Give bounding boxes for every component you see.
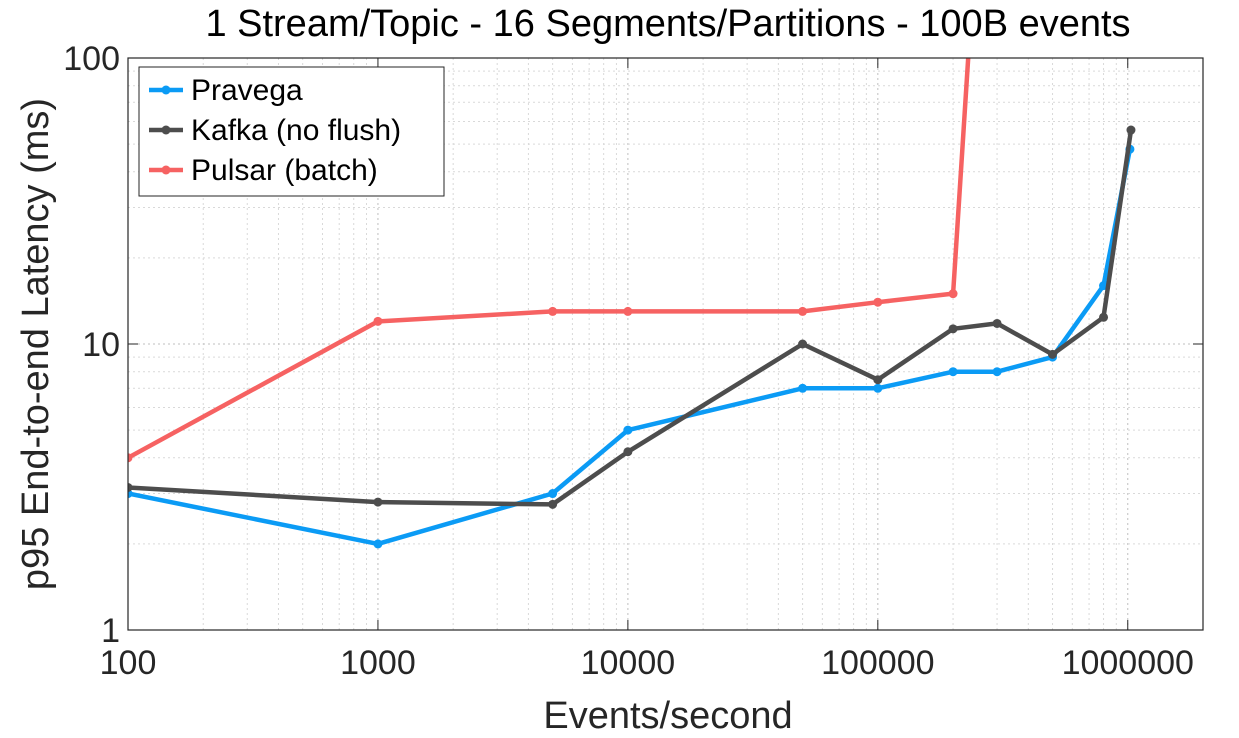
x-tick-label: 1000000 (1062, 644, 1194, 682)
legend-marker (161, 85, 171, 95)
x-axis-label: Events/second (543, 695, 792, 737)
axis-ticks: 100 1000 10000 100000 1000000 1 10 100 (63, 40, 1203, 682)
y-tick-label: 10 (82, 326, 120, 364)
data-point (873, 375, 883, 385)
legend-box (138, 66, 445, 197)
legend: Pravega Kafka (no flush) Pulsar (batch) (138, 66, 445, 197)
data-point (873, 383, 883, 393)
data-point (548, 306, 558, 316)
data-point (798, 383, 808, 393)
data-point (128, 453, 133, 463)
series-pulsar-batch (128, 58, 971, 463)
x-tick-label: 1000 (340, 644, 416, 682)
y-tick-label: 100 (63, 40, 120, 78)
data-point (128, 482, 133, 492)
legend-marker (161, 165, 171, 175)
legend-item: Kafka (no flush) (149, 114, 401, 147)
data-point (373, 497, 383, 507)
legend-item: Pulsar (batch) (149, 154, 378, 187)
y-axis-label: p95 End-to-end Latency (ms) (15, 98, 57, 590)
data-point (623, 447, 633, 457)
data-point (948, 367, 958, 377)
data-point (1099, 312, 1109, 322)
x-tick-label: 100 (100, 644, 157, 682)
legend-label: Pravega (191, 74, 303, 107)
data-point (873, 297, 883, 307)
series-line (128, 58, 971, 461)
series-layer (128, 58, 1136, 549)
legend-item: Pravega (149, 74, 303, 107)
data-point (798, 306, 808, 316)
data-point (948, 289, 958, 299)
legend-marker (161, 125, 171, 135)
data-point (992, 367, 1002, 377)
data-point (623, 306, 633, 316)
data-point (1048, 349, 1058, 359)
data-point (798, 339, 808, 349)
data-point (623, 425, 633, 435)
y-tick-label: 1 (101, 612, 120, 650)
series-kafka-no-flush (128, 125, 1136, 509)
legend-label: Pulsar (batch) (191, 154, 378, 187)
x-tick-label: 100000 (821, 644, 934, 682)
chart-title: 1 Stream/Topic - 16 Segments/Partitions … (205, 3, 1130, 45)
data-point (992, 318, 1002, 328)
data-point (548, 489, 558, 499)
series-pravega (128, 144, 1135, 549)
legend-label: Kafka (no flush) (191, 114, 401, 147)
data-point (1126, 125, 1136, 135)
data-point (548, 499, 558, 509)
data-point (373, 316, 383, 326)
data-point (948, 324, 958, 334)
x-tick-label: 10000 (581, 644, 676, 682)
data-point (373, 539, 383, 549)
